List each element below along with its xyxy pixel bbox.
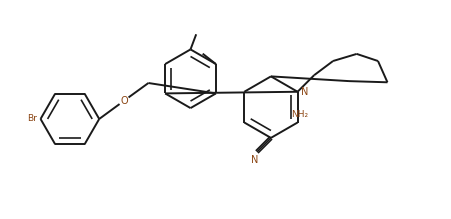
Text: Br: Br bbox=[27, 115, 37, 124]
Text: N: N bbox=[300, 87, 308, 97]
Text: NH₂: NH₂ bbox=[291, 110, 308, 119]
Text: N: N bbox=[251, 155, 258, 165]
Text: O: O bbox=[120, 96, 127, 106]
